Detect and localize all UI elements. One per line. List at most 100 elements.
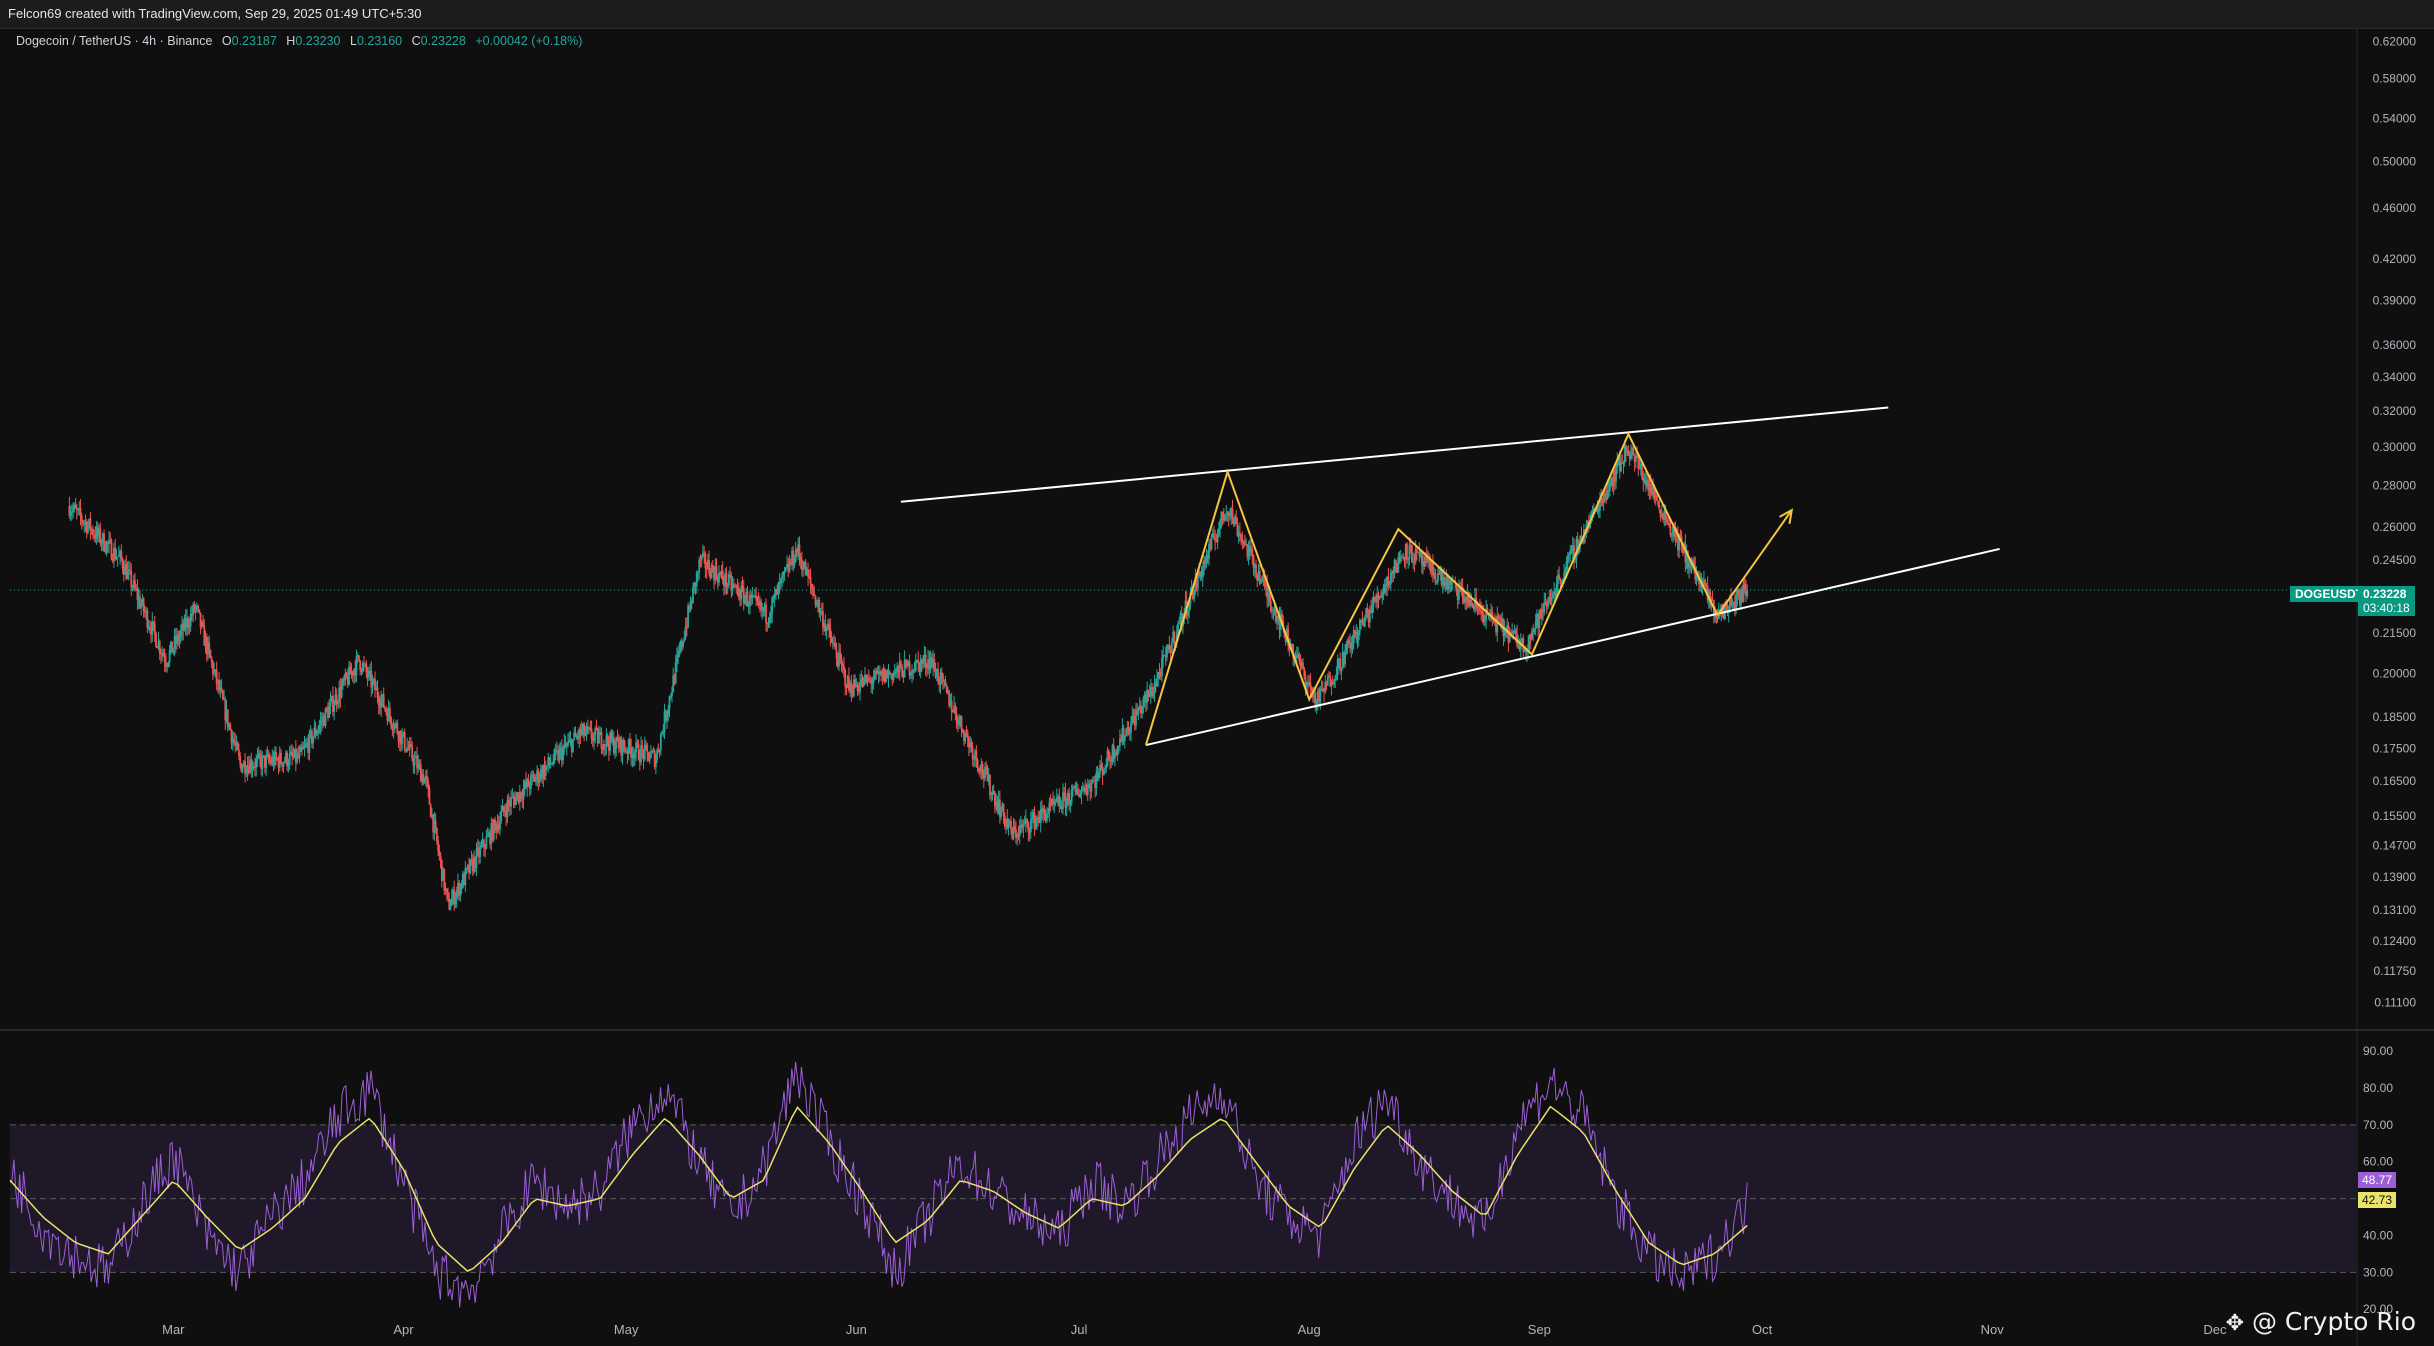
candle-body (116, 556, 119, 558)
candle-body (869, 678, 871, 680)
candle-body (899, 661, 902, 668)
candle-body (862, 677, 865, 686)
candle-body (588, 727, 590, 729)
candle-body (598, 734, 600, 744)
candle-body (286, 752, 289, 767)
rsi-pane[interactable] (9, 1061, 2356, 1308)
candle-body (1055, 797, 1058, 803)
candle-body (549, 763, 552, 765)
candle-body (1006, 819, 1009, 828)
candle-body (346, 677, 349, 685)
candle-body (494, 819, 496, 824)
last-price-value: 0.23228 (2363, 587, 2407, 601)
candle-body (1354, 630, 1356, 636)
candle-body (870, 679, 873, 685)
candle-body (340, 686, 343, 698)
candle-body (1178, 622, 1181, 624)
candle-body (694, 582, 697, 587)
candle-body (770, 612, 772, 618)
candle-body (262, 755, 265, 757)
candle-body (272, 756, 275, 766)
candle-body (156, 646, 159, 649)
candle-body (1482, 614, 1485, 622)
candle-body (653, 750, 656, 767)
candle-body (221, 691, 224, 700)
candle-body (1063, 792, 1066, 794)
candle-body (731, 584, 734, 590)
candle-body (1409, 544, 1412, 546)
candle-body (1597, 510, 1600, 512)
candle-body (573, 732, 576, 740)
candle-body (148, 626, 151, 630)
candle-body (435, 827, 438, 842)
candle-body (528, 786, 531, 789)
candle-body (380, 699, 383, 708)
candle-body (951, 711, 954, 713)
candle-body (1414, 549, 1417, 563)
candle-body (706, 559, 709, 569)
price-chart[interactable]: 0.62000 0.58000 0.54000 0.50000 0.46000 0.420… (0, 28, 2434, 1346)
rsi-line (9, 1061, 1748, 1308)
candle-body (726, 584, 729, 587)
candle-body (1260, 581, 1262, 584)
time-axis-label: Jun (846, 1322, 867, 1337)
candle-body (876, 670, 879, 674)
candle-body (242, 761, 245, 768)
candle-body (1420, 552, 1423, 565)
candle-body (122, 568, 125, 575)
candle-body (1401, 557, 1403, 559)
candle-body (815, 604, 818, 606)
candle-body (1610, 478, 1613, 483)
candle-body (1226, 512, 1229, 514)
candle-body (803, 561, 806, 569)
candle-body (171, 641, 173, 653)
candle-body (1574, 558, 1577, 560)
candle-body (581, 723, 584, 730)
price-pane[interactable] (10, 406, 2356, 911)
candle-body (740, 585, 743, 600)
candle-body (1359, 620, 1361, 631)
candle-body (1292, 643, 1295, 658)
candle-body (559, 747, 562, 750)
candle-body (204, 636, 207, 646)
candle-body (840, 658, 843, 665)
candle-body (1334, 678, 1337, 681)
candle-body (1044, 814, 1047, 821)
candle-body (824, 623, 827, 632)
candle-body (1096, 772, 1099, 778)
candle-body (567, 742, 569, 746)
candle-body (1383, 584, 1386, 593)
candle-body (1196, 572, 1199, 588)
rsi-tick-label: 40.00 (2363, 1228, 2393, 1242)
symbol-title[interactable]: Dogecoin / TetherUS · 4h · Binance (16, 34, 213, 48)
candle-body (1329, 676, 1332, 687)
candle-body (554, 749, 557, 751)
candle-body (965, 733, 968, 735)
candle-body (1099, 764, 1101, 772)
candle-body (1000, 810, 1003, 817)
candle-body (1209, 544, 1212, 549)
candle-body (645, 744, 647, 746)
candle-body (126, 570, 129, 579)
candle-body (968, 738, 970, 748)
candle-body (407, 747, 410, 750)
candle-body (145, 610, 148, 613)
candle-body (377, 697, 380, 705)
candle-body (807, 569, 809, 577)
candle-body (1085, 792, 1088, 796)
price-tick-label: 0.14700 (2373, 839, 2417, 853)
high-label: H (286, 34, 296, 48)
candle-body (594, 728, 597, 735)
candle-body (737, 588, 740, 598)
candle-body (1479, 608, 1481, 611)
candle-body (426, 775, 428, 782)
candle-body (1524, 649, 1527, 653)
candle-body (518, 791, 521, 803)
candle-body (101, 533, 104, 543)
candle-body (939, 672, 942, 685)
symbol-legend[interactable]: Dogecoin / TetherUS · 4h · Binance O0.23… (16, 34, 582, 48)
candle-body (1360, 619, 1363, 621)
candle-body (188, 626, 191, 628)
rsi-ma-line (9, 1105, 1748, 1272)
candle-body (572, 739, 574, 752)
